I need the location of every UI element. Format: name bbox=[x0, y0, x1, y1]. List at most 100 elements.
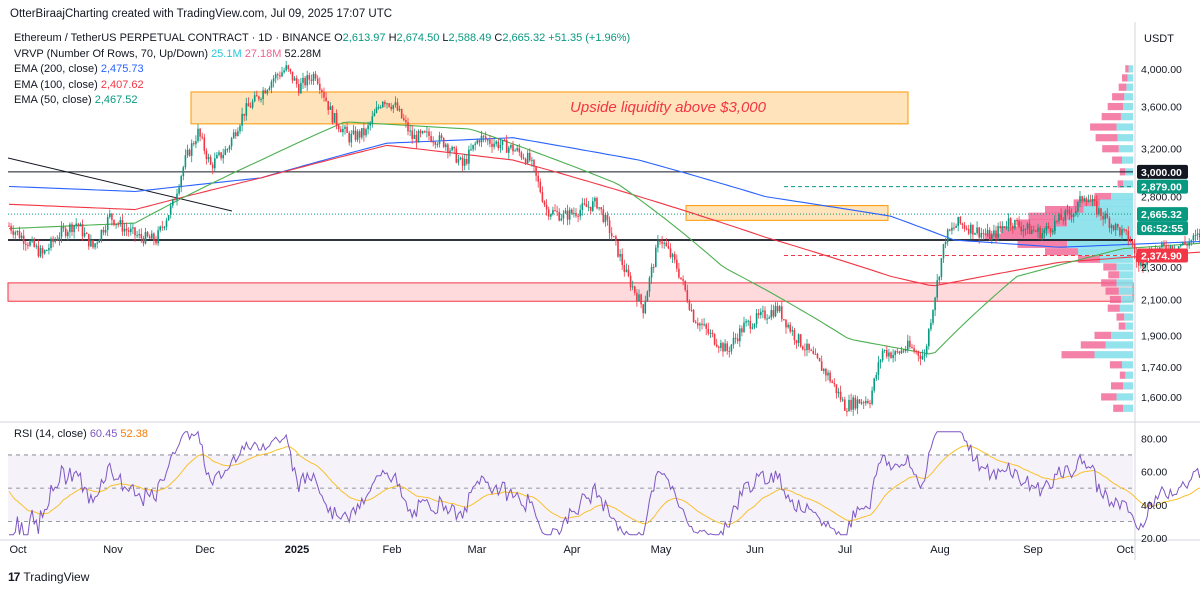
vp-up-bar bbox=[1067, 240, 1133, 248]
candle-body bbox=[476, 140, 479, 144]
candle-body bbox=[285, 65, 287, 71]
candle-body bbox=[161, 226, 164, 228]
chart-attribution: OtterBiraajCharting created with Trading… bbox=[10, 8, 393, 20]
candle-body bbox=[1012, 225, 1014, 229]
candle-body bbox=[289, 68, 292, 72]
candle-body bbox=[703, 324, 705, 326]
candle-body bbox=[957, 216, 959, 226]
candle-body bbox=[144, 232, 147, 244]
candle-body bbox=[232, 132, 235, 139]
candle-body bbox=[550, 214, 552, 217]
candle-body bbox=[741, 328, 743, 333]
candle-body bbox=[10, 225, 12, 231]
candle-body bbox=[831, 381, 833, 383]
candle-body bbox=[461, 157, 464, 166]
candle-body bbox=[1119, 227, 1121, 236]
candle-body bbox=[371, 116, 374, 123]
rsi-tick-label: 40.00 bbox=[1141, 500, 1167, 512]
candle-body bbox=[1087, 200, 1090, 202]
candle-body bbox=[20, 235, 23, 238]
candle-body bbox=[134, 227, 136, 236]
candle-body bbox=[749, 320, 752, 329]
candle-body bbox=[739, 328, 741, 342]
candle-body bbox=[802, 346, 804, 350]
ema100-row[interactable]: EMA (100, close) 2,407.62 bbox=[14, 78, 630, 94]
candle-body bbox=[224, 149, 227, 155]
candle-body bbox=[98, 239, 101, 243]
candle-body bbox=[972, 224, 974, 235]
candle-body bbox=[1182, 242, 1184, 246]
candle-body bbox=[871, 390, 873, 404]
candle-body bbox=[29, 241, 31, 246]
symbol-row[interactable]: Ethereum / TetherUS PERPETUAL CONTRACT ·… bbox=[14, 31, 630, 47]
candle-body bbox=[686, 289, 689, 302]
low-value: 2,588.49 bbox=[448, 32, 492, 44]
vp-down-bar bbox=[1095, 134, 1118, 142]
price-label-text-last: 2,665.32 bbox=[1141, 209, 1182, 221]
candle-body bbox=[386, 103, 388, 105]
candle-body bbox=[715, 344, 718, 347]
ema200-row[interactable]: EMA (200, close) 2,475.73 bbox=[14, 62, 630, 78]
candle-body bbox=[426, 131, 428, 133]
price-chart[interactable]: 4,000.00 3,600.00 3,200.00 2,800.00 2,300.00… bbox=[0, 0, 1200, 560]
rsi-legend[interactable]: RSI (14, close) 60.45 52.38 bbox=[14, 428, 148, 440]
candle-body bbox=[925, 346, 928, 355]
candle-body bbox=[421, 131, 424, 134]
candle-body bbox=[894, 351, 896, 356]
vp-down-bar bbox=[1119, 371, 1126, 379]
candle-body bbox=[961, 223, 964, 225]
candle-body bbox=[369, 122, 371, 126]
tradingview-footer[interactable]: 17 TradingView bbox=[8, 570, 89, 584]
candle-body bbox=[1163, 242, 1165, 246]
candle-body bbox=[764, 310, 766, 319]
candle-body bbox=[526, 152, 529, 164]
candle-body bbox=[533, 159, 535, 167]
candle-body bbox=[8, 225, 10, 227]
price-tick-label: 1,740.00 bbox=[1141, 362, 1182, 374]
currency-label[interactable]: USDT bbox=[1144, 33, 1174, 45]
candle-body bbox=[734, 337, 737, 339]
candle-body bbox=[258, 96, 260, 100]
candle-body bbox=[730, 344, 733, 352]
time-tick-label: May bbox=[651, 544, 672, 556]
candle-body bbox=[298, 84, 300, 94]
candle-body bbox=[1081, 196, 1083, 201]
vrvp-row[interactable]: VRVP (Number Of Rows, 70, Up/Down) 25.1M… bbox=[14, 47, 630, 63]
volume-profile bbox=[984, 65, 1133, 412]
price-tick-label: 2,300.00 bbox=[1141, 262, 1182, 274]
candle-body bbox=[634, 286, 636, 293]
candle-body bbox=[438, 135, 441, 145]
candle-body bbox=[436, 144, 439, 146]
candle-body bbox=[35, 245, 38, 247]
candle-body bbox=[1110, 225, 1113, 229]
candle-body bbox=[1165, 245, 1167, 251]
vp-down-bar bbox=[1028, 212, 1073, 220]
candle-body bbox=[1051, 230, 1054, 232]
candle-body bbox=[466, 158, 468, 164]
candle-body bbox=[251, 101, 254, 108]
candle-body bbox=[1072, 213, 1075, 217]
candle-body bbox=[783, 319, 785, 321]
candle-body bbox=[770, 310, 773, 318]
candle-body bbox=[592, 201, 594, 211]
candle-body bbox=[1075, 211, 1077, 214]
vp-up-bar bbox=[1117, 134, 1133, 142]
candle-body bbox=[64, 228, 67, 237]
open-label: O bbox=[334, 32, 343, 44]
candle-body bbox=[291, 71, 294, 81]
candle-body bbox=[403, 118, 405, 121]
vp-down-bar bbox=[1045, 205, 1084, 214]
vp-down-bar bbox=[1101, 113, 1121, 121]
candle-body bbox=[125, 228, 128, 231]
candle-body bbox=[804, 349, 806, 351]
vp-up-bar bbox=[1123, 180, 1133, 188]
zones bbox=[7, 91, 1134, 302]
candle-body bbox=[127, 230, 130, 233]
candle-body bbox=[665, 242, 668, 247]
ema50-row[interactable]: EMA (50, close) 2,467.52 bbox=[14, 93, 630, 109]
candle-body bbox=[115, 223, 117, 226]
candle-body bbox=[860, 402, 863, 404]
candle-body bbox=[594, 198, 596, 202]
vp-up-bar bbox=[1111, 192, 1133, 201]
candle-body bbox=[724, 343, 726, 352]
